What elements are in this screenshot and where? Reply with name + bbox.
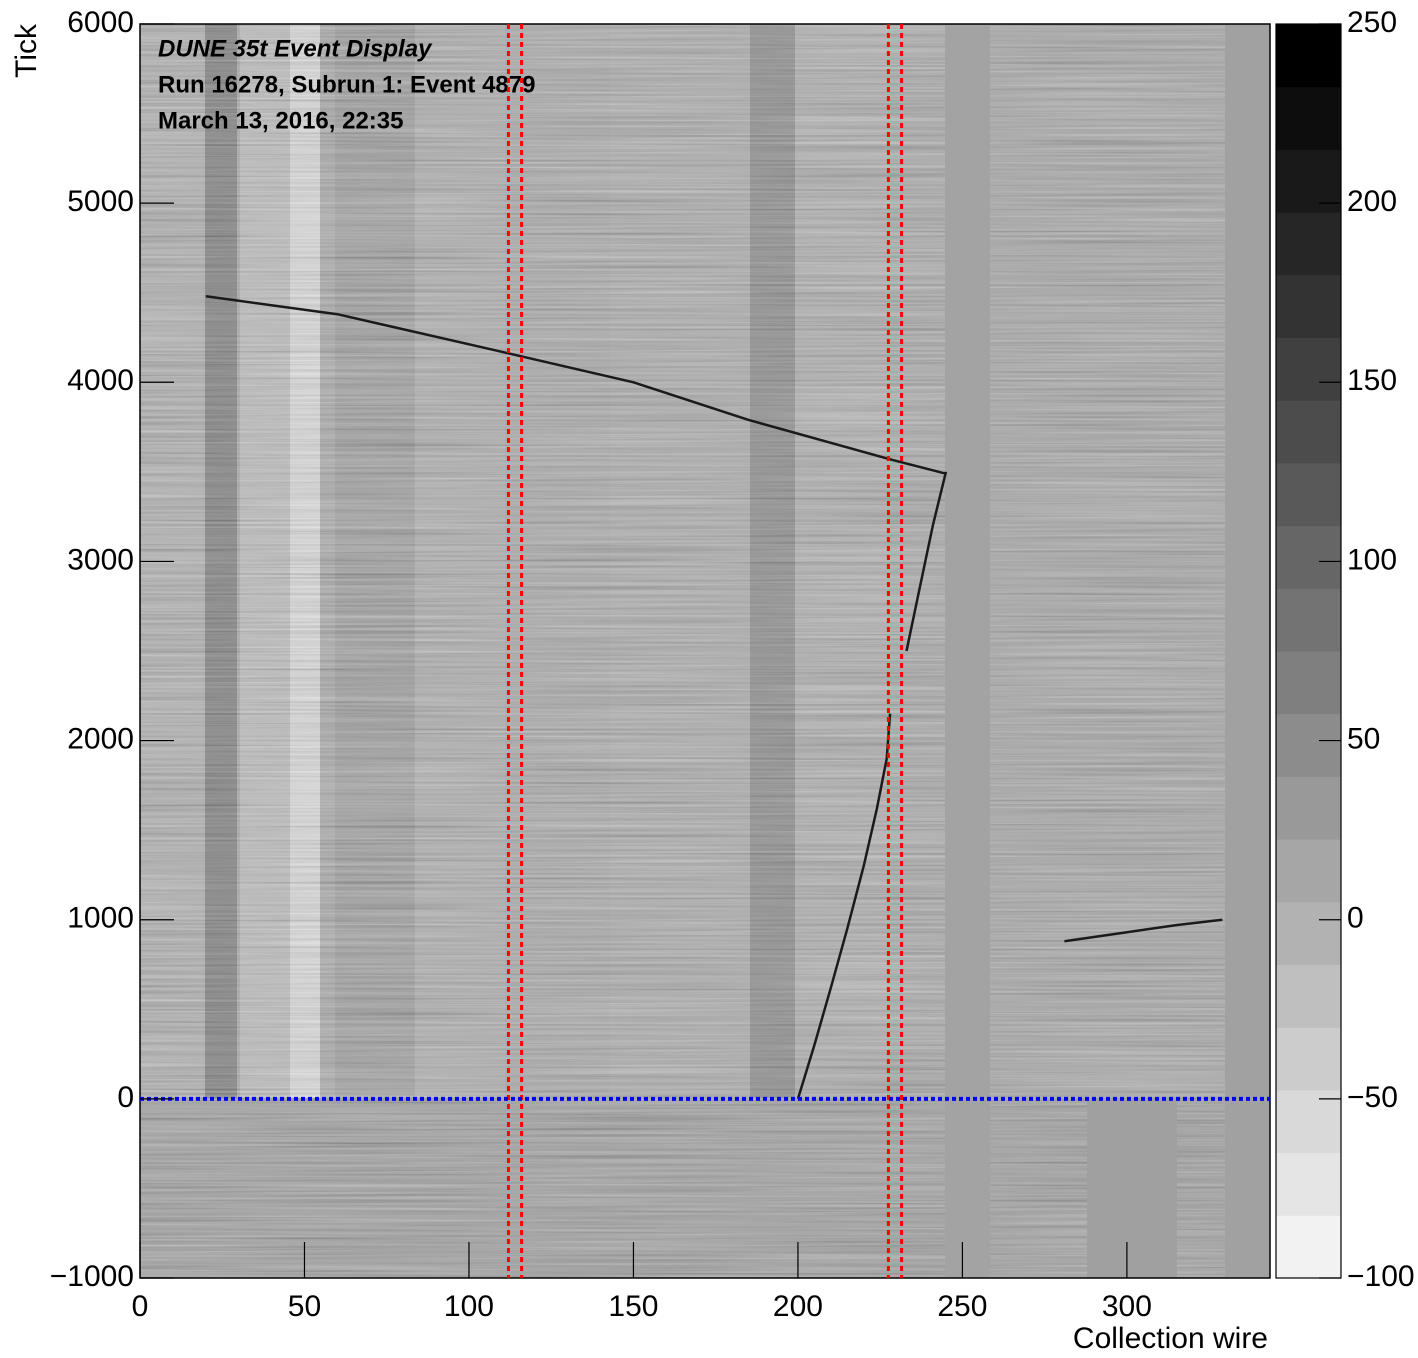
subtitle: Run 16278, Subrun 1: Event 4879 bbox=[158, 71, 535, 98]
z-tick-label: 150 bbox=[1347, 364, 1397, 397]
color-level bbox=[1276, 462, 1341, 527]
x-tick-label: 100 bbox=[444, 1290, 494, 1323]
x-tick-label: 300 bbox=[1102, 1290, 1152, 1323]
y-tick-label: −1000 bbox=[50, 1260, 134, 1293]
y-tick-label: 0 bbox=[117, 1081, 134, 1114]
z-tick-label: 200 bbox=[1347, 185, 1397, 218]
color-level bbox=[1276, 713, 1341, 777]
color-level bbox=[1276, 274, 1341, 338]
color-level bbox=[1276, 149, 1341, 213]
color-bar-frame bbox=[1275, 23, 1342, 1279]
z-tick-label: 0 bbox=[1347, 902, 1364, 935]
color-level bbox=[1276, 588, 1341, 652]
z-tick-label: −50 bbox=[1347, 1081, 1398, 1114]
track bbox=[796, 471, 948, 1100]
subtitle: March 13, 2016, 22:35 bbox=[158, 107, 404, 134]
color-level bbox=[1276, 839, 1341, 903]
color-level bbox=[1276, 964, 1341, 1028]
z-tick-label: 50 bbox=[1347, 722, 1380, 755]
x-axis-label: Collection wire bbox=[1073, 1322, 1268, 1355]
x-tick-label: 200 bbox=[773, 1290, 823, 1323]
z-tick-label: −100 bbox=[1347, 1260, 1415, 1293]
x-tick-label: 50 bbox=[288, 1290, 321, 1323]
color-level bbox=[1276, 86, 1341, 150]
color-level bbox=[1276, 1089, 1341, 1154]
heatmap-background bbox=[140, 24, 1270, 1278]
color-level bbox=[1276, 776, 1341, 840]
color-level bbox=[1276, 1027, 1341, 1091]
y-tick-label: 1000 bbox=[67, 902, 134, 935]
y-axis-label: Tick bbox=[10, 23, 43, 78]
color-level bbox=[1276, 337, 1341, 401]
color-level bbox=[1276, 901, 1341, 965]
color-level bbox=[1276, 1152, 1341, 1216]
y-tick-label: 4000 bbox=[67, 364, 134, 397]
track bbox=[205, 295, 947, 475]
y-tick-label: 6000 bbox=[67, 6, 134, 39]
y-tick-label: 3000 bbox=[67, 543, 134, 576]
x-tick-label: 250 bbox=[937, 1290, 987, 1323]
color-level bbox=[1276, 525, 1341, 589]
z-tick-label: 100 bbox=[1347, 543, 1397, 576]
color-level bbox=[1276, 1215, 1341, 1279]
z-tick-label: 250 bbox=[1347, 6, 1397, 39]
title: DUNE 35t Event Display bbox=[158, 35, 433, 62]
plot-frame bbox=[139, 23, 1271, 1279]
color-level bbox=[1276, 212, 1341, 276]
track bbox=[1064, 918, 1223, 943]
color-level bbox=[1276, 400, 1341, 464]
y-tick-label: 5000 bbox=[67, 185, 134, 218]
y-tick-label: 2000 bbox=[67, 722, 134, 755]
color-level bbox=[1276, 651, 1341, 715]
x-tick-label: 0 bbox=[132, 1290, 149, 1323]
color-level bbox=[1276, 24, 1341, 88]
x-tick-label: 150 bbox=[608, 1290, 658, 1323]
